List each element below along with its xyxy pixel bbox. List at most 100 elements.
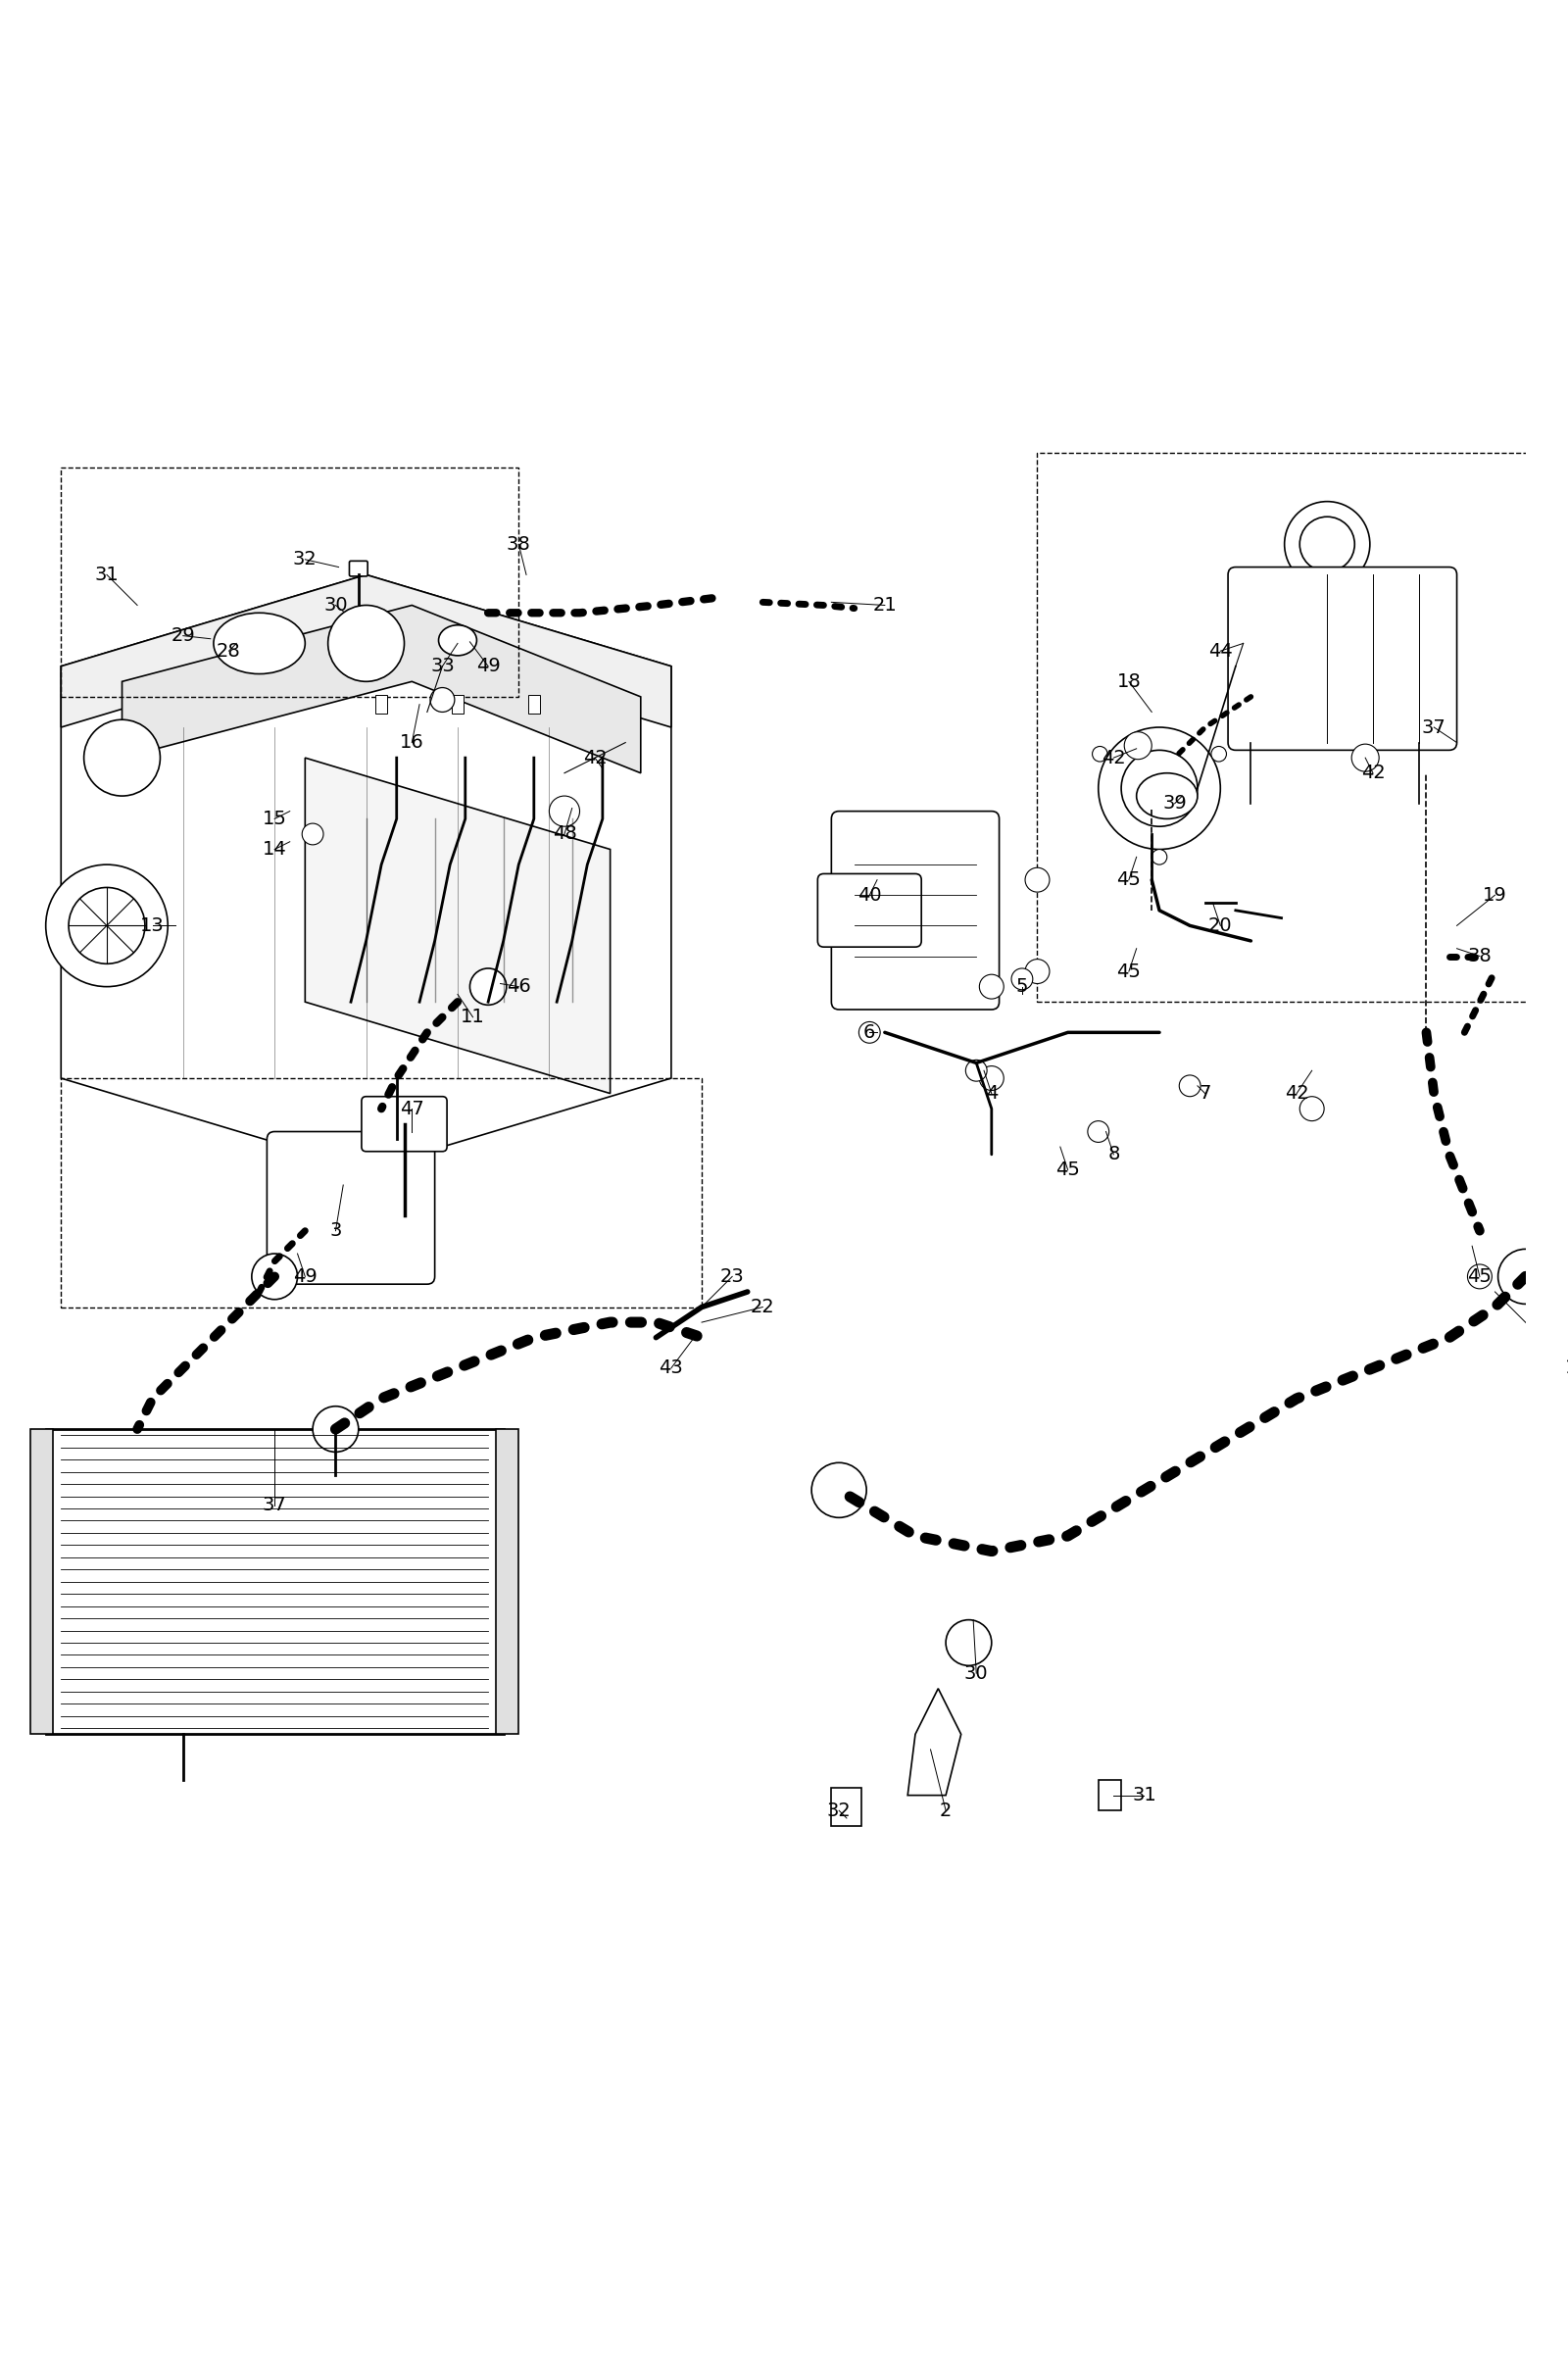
- Circle shape: [312, 1405, 359, 1453]
- Circle shape: [45, 865, 168, 986]
- Bar: [30, 1429, 53, 1735]
- Bar: [45, 1429, 503, 1735]
- Text: 21: 21: [873, 595, 897, 614]
- Text: 33: 33: [430, 656, 455, 675]
- Text: 23: 23: [720, 1268, 745, 1287]
- Text: 29: 29: [171, 626, 194, 645]
- Text: 44: 44: [1209, 642, 1232, 661]
- Circle shape: [1210, 747, 1226, 761]
- Circle shape: [1284, 502, 1370, 588]
- Text: 43: 43: [659, 1358, 684, 1377]
- Bar: [1098, 1780, 1121, 1811]
- Ellipse shape: [1137, 773, 1198, 818]
- Circle shape: [252, 1254, 298, 1299]
- Text: 48: 48: [552, 825, 577, 844]
- FancyBboxPatch shape: [817, 875, 922, 948]
- Circle shape: [1300, 1097, 1323, 1121]
- Text: 32: 32: [826, 1801, 851, 1820]
- Text: 39: 39: [1162, 794, 1187, 813]
- Text: 45: 45: [1116, 870, 1142, 889]
- Text: 42: 42: [583, 749, 607, 768]
- Text: 47: 47: [400, 1100, 423, 1119]
- Ellipse shape: [213, 614, 306, 673]
- Text: 13: 13: [141, 917, 165, 934]
- Circle shape: [1011, 969, 1033, 991]
- Circle shape: [980, 974, 1004, 998]
- Ellipse shape: [439, 626, 477, 656]
- Text: 49: 49: [293, 1268, 317, 1287]
- Text: 3: 3: [329, 1221, 342, 1240]
- Text: 1: 1: [1565, 1358, 1568, 1377]
- FancyBboxPatch shape: [831, 811, 999, 1010]
- Circle shape: [85, 720, 160, 796]
- Circle shape: [430, 687, 455, 711]
- Bar: [528, 694, 539, 713]
- FancyBboxPatch shape: [350, 562, 367, 576]
- Text: 46: 46: [506, 976, 532, 995]
- Bar: [1038, 453, 1555, 1003]
- Text: 11: 11: [461, 1007, 485, 1026]
- Circle shape: [470, 969, 506, 1005]
- Text: 42: 42: [1361, 763, 1385, 782]
- Bar: [61, 1078, 702, 1308]
- Text: 7: 7: [1200, 1083, 1210, 1102]
- Circle shape: [1098, 728, 1220, 848]
- Circle shape: [1088, 1121, 1109, 1142]
- Circle shape: [946, 1619, 991, 1666]
- Text: 8: 8: [1107, 1145, 1120, 1164]
- Text: 49: 49: [477, 656, 500, 675]
- Text: 19: 19: [1483, 886, 1507, 905]
- Circle shape: [859, 1021, 880, 1043]
- Polygon shape: [122, 604, 641, 773]
- Circle shape: [966, 1059, 986, 1081]
- Circle shape: [1025, 960, 1049, 984]
- Text: 30: 30: [323, 595, 348, 614]
- Text: 22: 22: [751, 1299, 775, 1315]
- Circle shape: [1468, 1263, 1491, 1289]
- Text: 31: 31: [1132, 1787, 1156, 1804]
- Polygon shape: [908, 1687, 961, 1796]
- Bar: [831, 1787, 862, 1825]
- Polygon shape: [61, 574, 671, 728]
- Text: 4: 4: [986, 1083, 997, 1102]
- Circle shape: [1300, 517, 1355, 571]
- Circle shape: [309, 1187, 364, 1242]
- Text: 42: 42: [1101, 749, 1126, 768]
- Polygon shape: [61, 574, 671, 1171]
- Circle shape: [69, 886, 144, 965]
- Circle shape: [812, 1462, 867, 1517]
- Circle shape: [1152, 848, 1167, 865]
- Bar: [495, 1429, 519, 1735]
- Circle shape: [328, 604, 405, 683]
- Text: 38: 38: [1468, 948, 1491, 965]
- Text: 2: 2: [939, 1801, 952, 1820]
- Circle shape: [549, 796, 580, 827]
- Text: 42: 42: [1284, 1083, 1309, 1102]
- Text: 31: 31: [94, 566, 119, 583]
- Circle shape: [1497, 1249, 1552, 1304]
- Text: 16: 16: [400, 732, 423, 751]
- Circle shape: [1179, 1076, 1201, 1097]
- Text: 45: 45: [1055, 1161, 1080, 1178]
- FancyBboxPatch shape: [267, 1130, 434, 1285]
- Circle shape: [1025, 867, 1049, 891]
- Text: 20: 20: [1209, 917, 1232, 934]
- Bar: [375, 694, 387, 713]
- Circle shape: [303, 822, 323, 844]
- Text: 37: 37: [262, 1495, 287, 1514]
- Circle shape: [282, 1161, 389, 1268]
- Polygon shape: [306, 758, 610, 1093]
- FancyBboxPatch shape: [362, 1097, 447, 1152]
- Text: 40: 40: [858, 886, 881, 905]
- Circle shape: [1124, 732, 1152, 758]
- Circle shape: [1093, 747, 1107, 761]
- Circle shape: [980, 1067, 1004, 1090]
- Text: 5: 5: [1016, 976, 1029, 995]
- Text: 18: 18: [1116, 673, 1142, 690]
- Text: 38: 38: [506, 536, 532, 555]
- Text: 32: 32: [293, 550, 317, 569]
- Text: 30: 30: [964, 1664, 988, 1683]
- FancyBboxPatch shape: [1228, 566, 1457, 751]
- Text: 37: 37: [1422, 718, 1446, 737]
- Text: 45: 45: [1116, 962, 1142, 981]
